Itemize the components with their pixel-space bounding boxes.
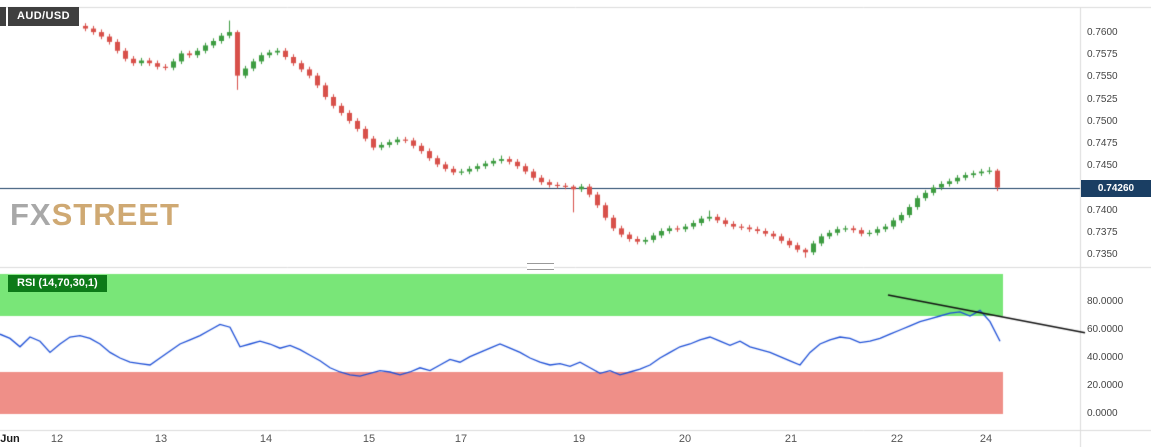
time-axis[interactable]: Jun 12 13 14 15 17 19 20 21 22 24 — [0, 430, 1081, 447]
time-tick-label: 21 — [784, 433, 798, 445]
handle-line — [527, 269, 554, 270]
last-price-badge: 0.74260 — [1081, 179, 1151, 197]
price-tick-label: 0.7475 — [1087, 138, 1118, 149]
rsi-indicator-badge[interactable]: RSI (14,70,30,1) — [8, 275, 107, 292]
time-tick-label: 13 — [154, 433, 168, 445]
symbol-badge[interactable]: AUD/USD — [8, 7, 79, 26]
price-tick-label: 0.7550 — [1087, 71, 1118, 83]
fxstreet-watermark: FXSTREET — [10, 197, 180, 233]
pane-resize-handle[interactable] — [527, 262, 554, 271]
price-tick-label: 0.7350 — [1087, 249, 1118, 260]
time-tick-label: 14 — [259, 433, 273, 445]
handle-line — [527, 263, 554, 264]
price-tick-label: 0.7375 — [1087, 226, 1118, 238]
price-tick-label: 0.7500 — [1087, 115, 1118, 127]
price-tick-label: 0.7600 — [1087, 27, 1118, 38]
time-tick-label: 15 — [362, 433, 376, 445]
watermark-fx-text: FX — [10, 197, 52, 232]
symbol-menu-icon[interactable] — [0, 7, 6, 26]
price-tick-label: 0.7575 — [1087, 49, 1118, 61]
rsi-tick-label: 40.0000 — [1087, 352, 1124, 363]
time-tick-label: 20 — [678, 433, 692, 445]
price-tick-label: 0.7450 — [1087, 160, 1118, 172]
price-tick-label: 0.7400 — [1087, 204, 1118, 216]
watermark-street-text: STREET — [51, 197, 180, 232]
time-tick-label: 12 — [50, 433, 64, 445]
time-tick-label: Jun — [0, 433, 20, 445]
time-tick-label: 22 — [890, 433, 904, 445]
time-tick-label: 17 — [454, 433, 468, 445]
rsi-tick-label: 0.0000 — [1087, 408, 1118, 419]
price-tick-label: 0.7525 — [1087, 93, 1118, 105]
price-scale-axis[interactable]: 0.7600 0.7575 0.7550 0.7525 0.7500 0.7475 0.74… — [1080, 0, 1151, 447]
rsi-tick-label: 60.0000 — [1087, 324, 1124, 335]
time-tick-label: 24 — [979, 433, 993, 445]
time-tick-label: 19 — [572, 433, 586, 445]
rsi-tick-label: 20.0000 — [1087, 380, 1124, 391]
rsi-tick-label: 80.0000 — [1087, 296, 1124, 307]
